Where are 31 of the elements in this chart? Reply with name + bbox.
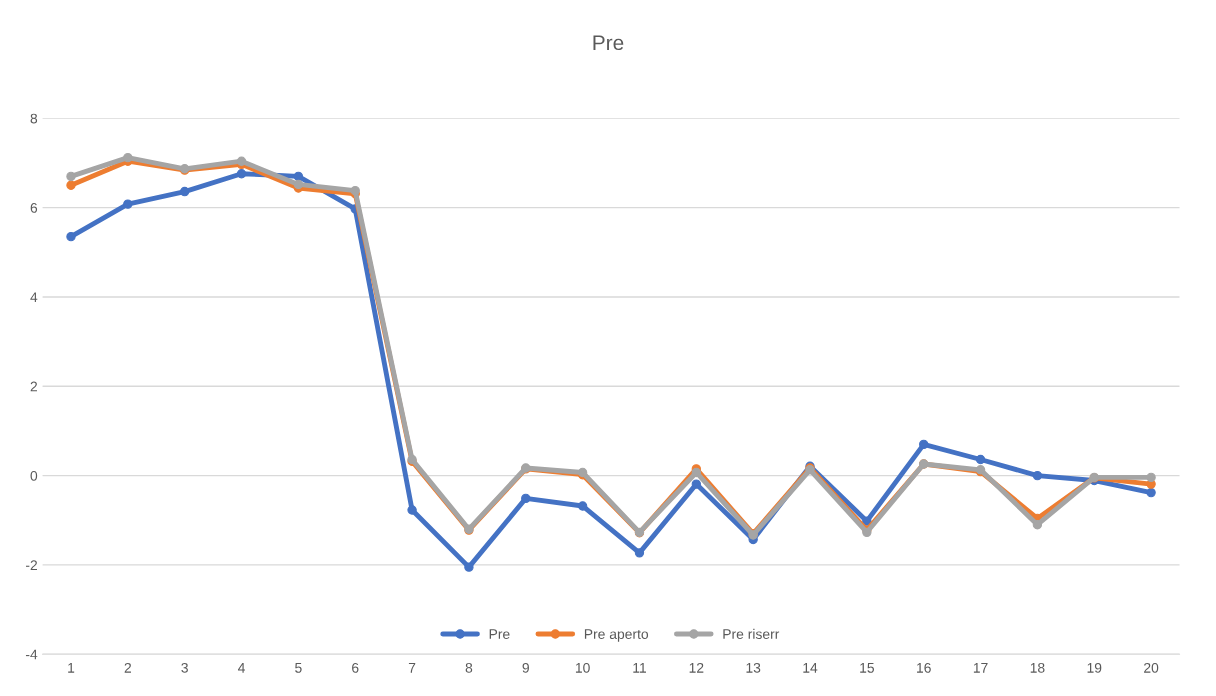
x-tick-label: 17 <box>973 663 988 673</box>
y-tick-label: -4 <box>25 649 38 660</box>
x-tick-label: 11 <box>633 663 646 673</box>
legend-label: Pre riserr <box>723 628 780 639</box>
y-tick-label: -2 <box>25 560 37 570</box>
x-tick-label: 10 <box>575 662 590 673</box>
x-tick-label: 13 <box>746 662 761 673</box>
x-tick-label: 18 <box>1030 662 1045 673</box>
y-tick-label: 0 <box>30 470 38 481</box>
x-tick-label: 16 <box>917 662 931 673</box>
x-tick-label: 15 <box>860 663 874 673</box>
y-tick-label: 8 <box>30 113 38 124</box>
y-tick-label: 6 <box>30 202 38 213</box>
x-tick-label: 6 <box>352 662 359 673</box>
x-tick-label: 8 <box>465 662 473 673</box>
x-tick-label: 19 <box>1087 662 1102 673</box>
x-tick-label: 4 <box>237 663 245 673</box>
x-tick-label: 12 <box>689 662 704 673</box>
x-tick-label: 5 <box>295 663 302 673</box>
legend-label: Pre <box>489 629 510 639</box>
x-tick-label: 14 <box>803 663 818 673</box>
x-tick-label: 1 <box>68 663 75 673</box>
x-tick-label: 2 <box>124 662 131 673</box>
legend-label: Pre aperto <box>584 629 649 642</box>
y-tick-label: 2 <box>30 381 37 392</box>
chart-title: Pre <box>593 35 624 51</box>
y-tick-label: 4 <box>30 292 38 302</box>
x-tick-label: 9 <box>522 662 529 673</box>
x-tick-label: 3 <box>181 662 188 673</box>
x-tick-label: 20 <box>1144 662 1159 673</box>
x-tick-label: 7 <box>408 663 416 673</box>
